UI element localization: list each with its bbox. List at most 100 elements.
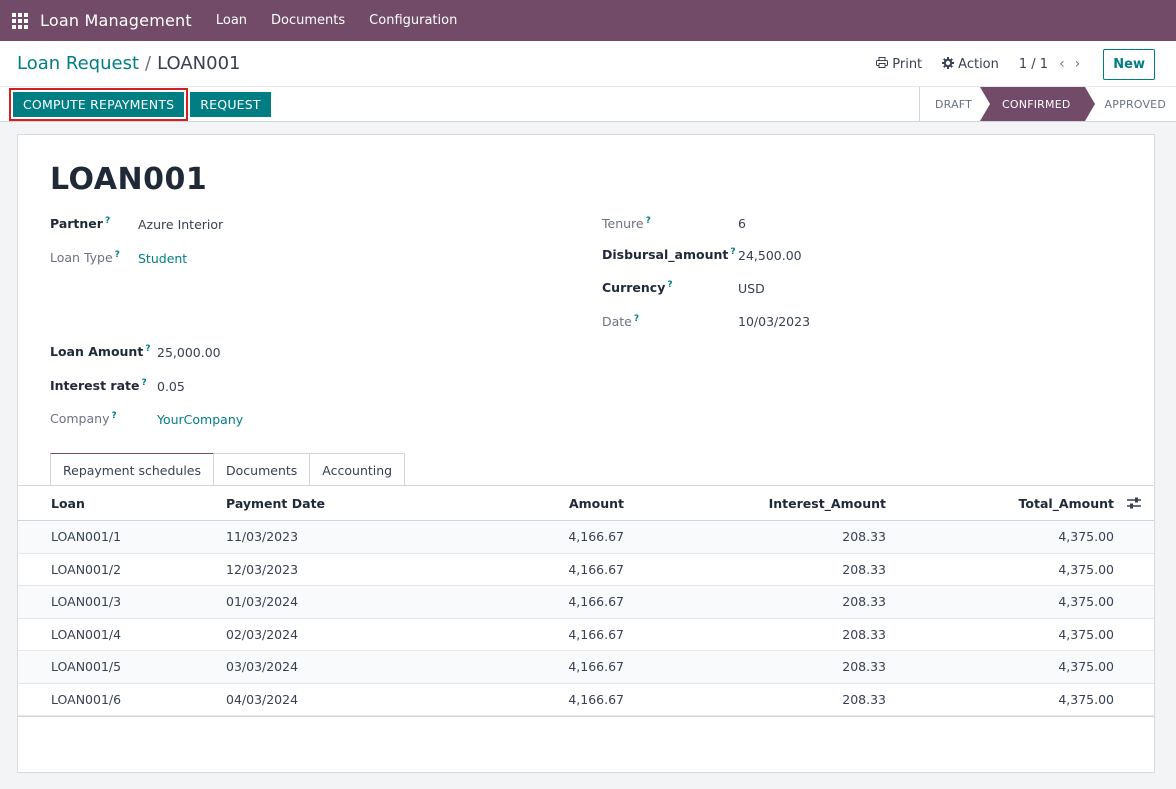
loan-amount-label: Loan Amount?	[50, 344, 151, 360]
cell-amount: 4,166.67	[568, 529, 624, 545]
stage-confirmed[interactable]: CONFIRMED	[980, 87, 1095, 121]
cell-interest-amount: 208.33	[842, 691, 886, 707]
menu-loan[interactable]: Loan	[215, 13, 248, 28]
cell-loan: LOAN001/4	[51, 626, 122, 642]
column-options-icon[interactable]	[1114, 497, 1154, 509]
action-button[interactable]: Action	[942, 56, 999, 72]
control-panel: Loan Request / LOAN001 Print Action 1 / …	[0, 41, 1176, 87]
tab-repayment-schedules[interactable]: Repayment schedules	[50, 453, 215, 486]
top-navbar: Loan Management Loan Documents Configura…	[0, 0, 1176, 41]
table-row[interactable]: LOAN001/2 12/03/2023 4,166.67 208.33 4,375.0…	[18, 554, 1154, 586]
cell-payment-date: 01/03/2024	[226, 594, 299, 610]
breadcrumb: Loan Request / LOAN001	[17, 53, 240, 74]
loan-type-value[interactable]: Student	[138, 251, 188, 266]
tab-documents[interactable]: Documents	[213, 453, 311, 486]
table-row[interactable]: LOAN001/4 02/03/2024 4,166.67 208.33 4,375.0…	[18, 619, 1154, 651]
table-row[interactable]: LOAN001/3 01/03/2024 4,166.67 208.33 4,375.0…	[18, 586, 1154, 619]
stage-bar: DRAFT CONFIRMED APPROVED	[919, 87, 1176, 121]
new-button[interactable]: New	[1103, 48, 1155, 80]
print-button[interactable]: Print	[876, 57, 922, 72]
date-value[interactable]: 10/03/2023	[738, 314, 811, 329]
print-icon	[876, 57, 889, 71]
interest-rate-label: Interest rate?	[50, 378, 147, 394]
cell-amount: 4,166.67	[568, 626, 624, 642]
help-icon[interactable]: ?	[633, 314, 640, 324]
help-icon[interactable]: ?	[645, 216, 651, 226]
cell-payment-date: 11/03/2023	[226, 529, 299, 545]
cell-total-amount: 4,375.00	[1058, 626, 1114, 642]
table-header: Loan Payment Date Amount Interest_Amount…	[18, 486, 1154, 521]
cell-payment-date: 02/03/2024	[226, 626, 299, 642]
col-loan[interactable]: Loan	[51, 495, 85, 511]
loan-amount-value[interactable]: 25,000.00	[157, 345, 221, 360]
pager-prev-icon[interactable]: ‹	[1059, 56, 1065, 72]
stage-approved[interactable]: APPROVED	[1104, 97, 1166, 111]
cell-amount: 4,166.67	[568, 561, 624, 577]
col-total-amount[interactable]: Total_Amount	[1018, 495, 1114, 511]
date-label: Date?	[602, 314, 640, 330]
stage-draft[interactable]: DRAFT	[919, 87, 980, 121]
cell-total-amount: 4,375.00	[1058, 594, 1114, 610]
menu-configuration[interactable]: Configuration	[369, 13, 458, 28]
record-title: LOAN001	[50, 162, 208, 197]
pager-value[interactable]: 1 / 1	[1018, 56, 1049, 72]
disbursal-value[interactable]: 24,500.00	[738, 248, 802, 263]
col-amount[interactable]: Amount	[568, 495, 624, 511]
breadcrumb-current: LOAN001	[157, 53, 241, 74]
currency-label: Currency?	[602, 280, 673, 296]
cell-payment-date: 04/03/2024	[226, 691, 299, 707]
statusbar: COMPUTE REPAYMENTS REQUEST DRAFT CONFIRM…	[0, 87, 1176, 122]
loan-type-label: Loan Type?	[50, 250, 120, 266]
disbursal-label: Disbursal_amount?	[602, 247, 736, 263]
help-icon[interactable]: ?	[104, 216, 111, 226]
help-icon[interactable]: ?	[141, 378, 147, 388]
pager-next-icon[interactable]: ›	[1074, 56, 1081, 72]
cell-interest-amount: 208.33	[842, 626, 886, 642]
cell-interest-amount: 208.33	[842, 659, 886, 675]
tab-accounting[interactable]: Accounting	[309, 453, 406, 486]
compute-highlight: COMPUTE REPAYMENTS	[9, 87, 189, 121]
cell-payment-date: 12/03/2023	[226, 561, 299, 577]
col-payment-date[interactable]: Payment Date	[226, 495, 326, 511]
cell-total-amount: 4,375.00	[1058, 691, 1114, 707]
cell-amount: 4,166.67	[568, 594, 624, 610]
cell-loan: LOAN001/1	[51, 529, 122, 545]
help-icon[interactable]: ?	[730, 247, 736, 257]
cell-total-amount: 4,375.00	[1058, 659, 1114, 675]
help-icon[interactable]: ?	[667, 280, 673, 290]
cell-loan: LOAN001/3	[51, 594, 122, 610]
company-value[interactable]: YourCompany	[157, 412, 244, 427]
table-row[interactable]: LOAN001/6 04/03/2024 4,166.67 208.33 4,375.0…	[18, 684, 1154, 716]
cell-interest-amount: 208.33	[842, 594, 886, 610]
app-brand[interactable]: Loan Management	[40, 11, 192, 30]
partner-value[interactable]: Azure Interior	[138, 217, 224, 232]
menu-documents[interactable]: Documents	[271, 13, 346, 28]
cell-payment-date: 03/03/2024	[226, 659, 299, 675]
company-label: Company?	[50, 411, 117, 427]
apps-menu-icon[interactable]	[0, 0, 40, 41]
cell-total-amount: 4,375.00	[1058, 529, 1114, 545]
tenure-value[interactable]: 6	[738, 216, 746, 231]
help-icon[interactable]: ?	[114, 250, 120, 260]
tabs-divider	[18, 485, 1154, 486]
help-icon[interactable]: ?	[145, 344, 151, 354]
table-row[interactable]: LOAN001/5 03/03/2024 4,166.67 208.33 4,375.0…	[18, 651, 1154, 684]
request-button[interactable]: REQUEST	[190, 91, 271, 117]
repayment-table: Loan Payment Date Amount Interest_Amount…	[18, 486, 1154, 717]
currency-value[interactable]: USD	[738, 281, 765, 296]
breadcrumb-separator: /	[145, 53, 152, 74]
gear-icon	[942, 56, 955, 72]
interest-rate-value[interactable]: 0.05	[157, 379, 185, 394]
breadcrumb-loan-request[interactable]: Loan Request	[17, 53, 140, 74]
cell-amount: 4,166.67	[568, 659, 624, 675]
partner-label: Partner?	[50, 216, 111, 232]
cell-total-amount: 4,375.00	[1058, 561, 1114, 577]
cell-loan: LOAN001/5	[51, 659, 122, 675]
compute-repayments-button[interactable]: COMPUTE REPAYMENTS	[13, 91, 185, 117]
tenure-label: Tenure?	[602, 216, 651, 232]
form-sheet: LOAN001 Partner? Azure Interior Loan Typ…	[17, 134, 1155, 773]
print-label: Print	[892, 56, 923, 72]
col-interest-amount[interactable]: Interest_Amount	[768, 495, 886, 511]
table-row[interactable]: LOAN001/1 11/03/2023 4,166.67 208.33 4,375.0…	[18, 521, 1154, 554]
help-icon[interactable]: ?	[111, 411, 117, 421]
